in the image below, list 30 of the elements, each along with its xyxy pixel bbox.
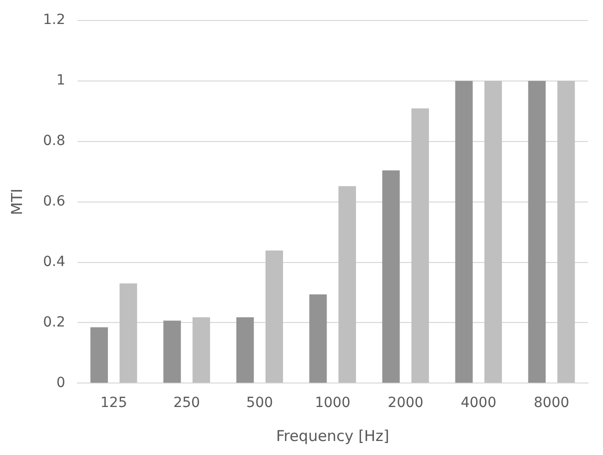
bar	[382, 170, 400, 383]
x-tick-label: 2000	[388, 395, 424, 412]
x-axis-title: Frequency [Hz]	[276, 426, 390, 445]
y-tick-label: 1	[56, 72, 66, 89]
bar	[411, 108, 429, 383]
x-tick-label: 1000	[314, 395, 350, 412]
bar	[236, 317, 254, 383]
x-tick-label: 8000	[534, 395, 570, 412]
y-tick-label: 0.4	[43, 254, 66, 270]
x-tick-label: 125	[100, 395, 128, 412]
bar	[309, 294, 327, 383]
bar	[266, 250, 284, 383]
y-tick-label: 0.2	[43, 314, 66, 330]
y-axis-title: MTI	[8, 188, 26, 216]
y-tick-label: 0.8	[43, 132, 66, 149]
bar	[192, 317, 210, 383]
bar	[90, 327, 108, 383]
bar	[528, 80, 546, 383]
bar	[163, 320, 181, 383]
y-tick-label: 0.6	[43, 193, 66, 210]
bar	[557, 80, 575, 383]
x-tick-label: 250	[173, 395, 200, 412]
bar	[120, 283, 138, 383]
x-tick-label: 500	[246, 395, 274, 412]
y-tick-label: 0	[56, 374, 66, 391]
x-tick-label: 4000	[460, 395, 496, 412]
bar	[455, 80, 473, 383]
bar	[484, 80, 502, 383]
bar	[338, 186, 356, 383]
y-tick-label: 1.2	[43, 12, 66, 28]
